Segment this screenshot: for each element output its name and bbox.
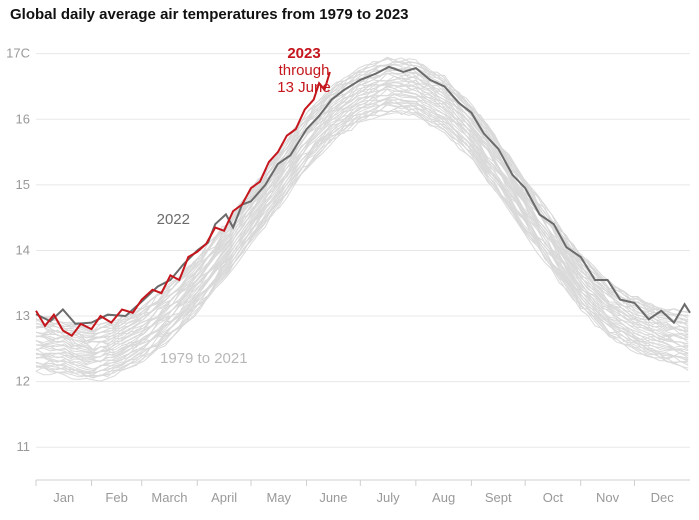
y-tick-label: 12 bbox=[16, 374, 30, 389]
x-tick-label: Sept bbox=[485, 490, 512, 505]
chart-svg: 11 12 13 14 15 16 17C Jan Feb March April May June Ju… bbox=[0, 0, 699, 520]
series-historical bbox=[36, 103, 688, 376]
series-historical bbox=[36, 69, 688, 341]
series-historical bbox=[36, 62, 688, 332]
y-tick-label: 14 bbox=[16, 242, 30, 257]
x-tick-label: June bbox=[319, 490, 347, 505]
x-tick-label: Oct bbox=[543, 490, 564, 505]
y-tick-label: 13 bbox=[16, 308, 30, 323]
series-historical bbox=[36, 106, 688, 376]
annotation-historical: 1979 to 2021 bbox=[160, 350, 248, 367]
chart-container: Global daily average air temperatures fr… bbox=[0, 0, 699, 520]
y-tick-label: 15 bbox=[16, 177, 30, 192]
series-2023 bbox=[36, 72, 330, 336]
series-historical bbox=[36, 113, 688, 381]
annotation-2023: 13 June bbox=[277, 79, 330, 96]
chart-title: Global daily average air temperatures fr… bbox=[10, 6, 409, 23]
y-tick-label: 16 bbox=[16, 111, 30, 126]
x-tick-label: May bbox=[267, 490, 292, 505]
x-tick-label: Jan bbox=[53, 490, 74, 505]
annotation-2023: 2023 bbox=[287, 45, 320, 62]
annotation-2022: 2022 bbox=[157, 211, 190, 228]
annotation-2023: through bbox=[279, 62, 330, 79]
x-tick-label: April bbox=[211, 490, 237, 505]
series-historical bbox=[36, 105, 688, 377]
x-tick-label: July bbox=[377, 490, 401, 505]
y-tick-label: 11 bbox=[17, 439, 31, 454]
x-tick-label: Nov bbox=[596, 490, 620, 505]
x-tick-label: March bbox=[151, 490, 187, 505]
x-tick-label: Aug bbox=[432, 490, 455, 505]
y-tick-label: 17C bbox=[6, 46, 30, 61]
x-tick-label: Dec bbox=[651, 490, 675, 505]
series-historical bbox=[36, 101, 688, 371]
x-tick-label: Feb bbox=[105, 490, 127, 505]
